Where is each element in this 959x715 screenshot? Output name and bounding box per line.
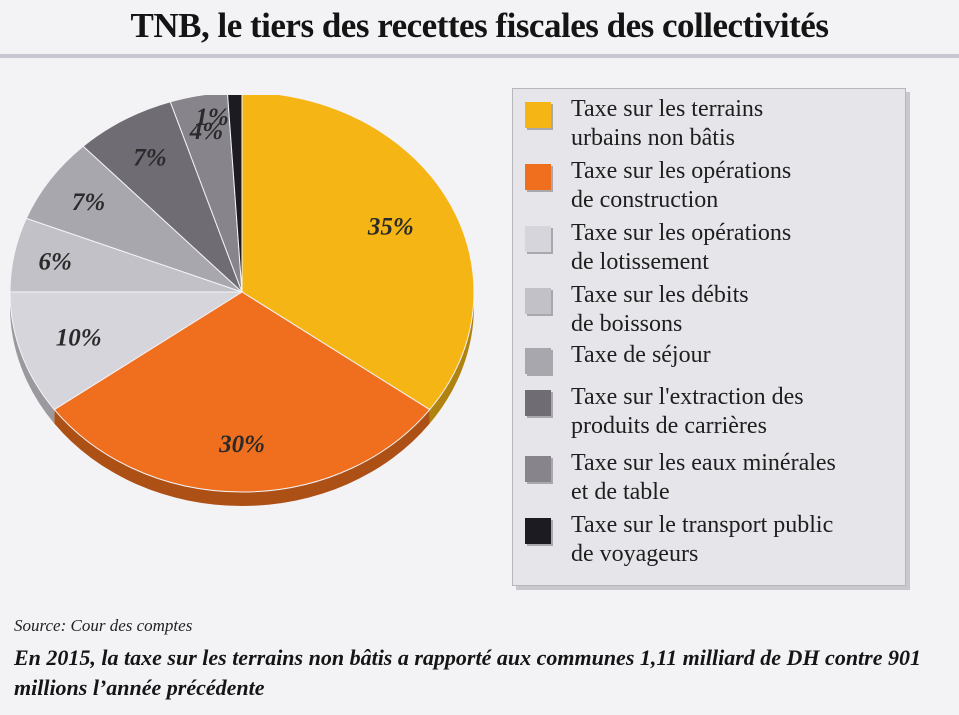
pie-slice-label: 35% [367, 214, 414, 241]
pie-slice [241, 95, 475, 411]
legend-item: Taxe sur les débits de boissons [525, 281, 905, 341]
pie-slice-label: 7% [72, 189, 105, 216]
pie-slice-label: 10% [56, 325, 102, 352]
legend-swatch [525, 226, 551, 252]
legend-swatch [525, 456, 551, 482]
pie-slice-label: 7% [133, 145, 166, 172]
legend-label: Taxe sur l'extraction des [571, 384, 804, 410]
legend-label: Taxe sur les débits [571, 282, 749, 308]
legend-label: Taxe sur le transport public [571, 512, 834, 538]
legend-label: Taxe sur les eaux minérales [571, 450, 836, 476]
pie-slice-rim [242, 95, 474, 424]
pie-slice-label: 6% [38, 248, 71, 275]
legend-label: Taxe sur les opérations [571, 220, 792, 246]
legend-label: de construction [571, 187, 719, 213]
legend-label: de voyageurs [571, 541, 699, 567]
caption: En 2015, la taxe sur les terrains non bâ… [14, 645, 921, 700]
legend-label: et de table [571, 479, 670, 505]
legend-label: Taxe de séjour [571, 342, 711, 368]
pie-slice [25, 145, 243, 293]
pie-slice-rim [10, 292, 55, 424]
legend-swatch [525, 348, 551, 374]
pie-slice [9, 291, 244, 411]
legend: Taxe sur les terrains urbains non bâtis T… [512, 88, 906, 586]
legend-swatch [525, 390, 551, 416]
pie-slice-label: 1% [195, 104, 228, 131]
legend-item: Taxe sur l'extraction des produits de car… [525, 383, 905, 449]
pie-slice [227, 95, 243, 293]
legend-item: Taxe sur les opérations de lotissement [525, 219, 905, 281]
legend-item: Taxe sur les eaux minérales et de table [525, 449, 905, 511]
legend-label: urbains non bâtis [571, 125, 735, 151]
legend-label: Taxe sur les opérations [571, 158, 792, 184]
legend-item: Taxe sur les terrains urbains non bâtis [525, 95, 905, 157]
legend-item: Taxe sur le transport public de voyageurs [525, 511, 905, 571]
pie-slice [53, 291, 431, 493]
legend-label: de lotissement [571, 249, 709, 275]
legend-swatch [525, 518, 551, 544]
pie-slice-rim [54, 409, 430, 507]
legend-swatch [525, 164, 551, 190]
pie-chart: 35% 30% 10% 6% 7% 7% 4%1% [9, 95, 475, 507]
legend-label: de boissons [571, 311, 683, 337]
legend-label: Taxe sur les terrains [571, 96, 764, 122]
legend-swatch [525, 102, 551, 128]
pie-slice [169, 95, 243, 293]
legend-item: Taxe de séjour [525, 341, 905, 383]
chart-title: TNB, le tiers des recettes fiscales des … [130, 6, 829, 45]
title-divider [0, 54, 959, 58]
legend-label: produits de carrières [571, 413, 767, 439]
legend-item: Taxe sur les opérations de construction [525, 157, 905, 219]
legend-swatch [525, 288, 551, 314]
pie-slice-label: 4% [189, 118, 223, 145]
pie-slice [82, 101, 243, 293]
pie-slice-label: 30% [218, 431, 265, 458]
source-note: Source: Cour des comptes [14, 616, 193, 635]
